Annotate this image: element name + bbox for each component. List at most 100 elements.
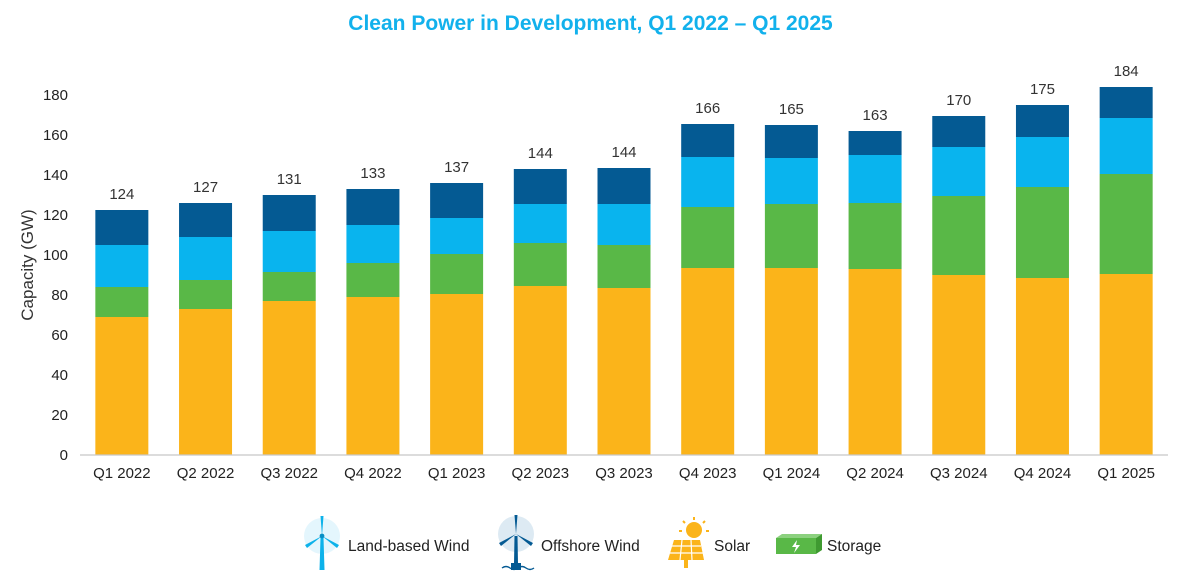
bar-segment-land-based-wind [932, 147, 986, 196]
bar-segment-offshore-wind [179, 203, 233, 237]
x-tick-label: Q1 2023 [428, 465, 486, 482]
x-tick-label: Q4 2023 [679, 465, 737, 482]
bar-total-label: 175 [1030, 81, 1055, 98]
x-tick-label: Q1 2024 [763, 465, 821, 482]
bar-segment-offshore-wind [681, 124, 735, 157]
bar-segment-land-based-wind [262, 231, 316, 272]
y-axis-label: Capacity (GW) [18, 209, 37, 320]
legend-label: Storage [827, 538, 882, 555]
y-tick-label: 160 [43, 127, 68, 144]
legend-label: Solar [714, 538, 751, 555]
bar-segment-solar [346, 297, 400, 455]
bar-total-label: 166 [695, 100, 720, 117]
bar-total-label: 144 [611, 144, 636, 161]
bar-total-label: 137 [444, 159, 469, 176]
bar-segment-offshore-wind [764, 125, 818, 158]
bar-segment-storage [1015, 187, 1069, 278]
bar-segment-land-based-wind [1015, 137, 1069, 187]
bar-segment-solar [764, 268, 818, 455]
y-tick-label: 100 [43, 247, 68, 264]
bar-segment-solar [513, 286, 567, 455]
offshore-wind-turbine-icon [498, 515, 535, 571]
bar-segment-offshore-wind [1015, 105, 1069, 137]
y-tick-label: 40 [51, 367, 68, 384]
bar-total-label: 124 [109, 186, 134, 203]
bar-segment-land-based-wind [1099, 118, 1153, 174]
bar-segment-solar [95, 317, 149, 455]
bar-segment-offshore-wind [513, 169, 567, 204]
bar-segment-storage [95, 287, 149, 317]
bar-segment-land-based-wind [179, 237, 233, 280]
bar-total-label: 144 [528, 145, 553, 162]
bar-total-label: 163 [863, 107, 888, 124]
bar-segment-offshore-wind [932, 116, 986, 147]
bar-segment-offshore-wind [95, 210, 149, 245]
bar-segment-solar [1099, 274, 1153, 455]
x-tick-label: Q3 2022 [260, 465, 318, 482]
bar-segment-land-based-wind [346, 225, 400, 263]
bar-segment-storage [262, 272, 316, 301]
bar-segment-storage [513, 243, 567, 286]
chart-title: Clean Power in Development, Q1 2022 – Q1… [348, 12, 833, 35]
y-tick-label: 20 [51, 407, 68, 424]
bar-segment-storage [346, 263, 400, 297]
bar-segment-storage [932, 196, 986, 275]
bar-segment-land-based-wind [95, 245, 149, 287]
bar-segment-solar [848, 269, 902, 455]
bar-segment-land-based-wind [513, 204, 567, 243]
x-tick-label: Q4 2024 [1014, 465, 1072, 482]
y-tick-label: 180 [43, 87, 68, 104]
x-tick-label: Q2 2023 [512, 465, 570, 482]
bar-segment-land-based-wind [430, 218, 484, 254]
bar-segment-solar [1015, 278, 1069, 455]
bar-segment-storage [681, 207, 735, 268]
bar-total-label: 133 [360, 165, 385, 182]
bar-segment-land-based-wind [848, 155, 902, 203]
bar-segment-solar [681, 268, 735, 455]
bar-segment-solar [597, 288, 651, 455]
bar-segment-solar [932, 275, 986, 455]
bar-segment-storage [430, 254, 484, 294]
bar-segment-storage [1099, 174, 1153, 274]
bar-segment-storage [764, 204, 818, 268]
bar-segment-offshore-wind [597, 168, 651, 204]
y-tick-label: 60 [51, 327, 68, 344]
bar-segment-land-based-wind [681, 157, 735, 207]
x-tick-label: Q1 2025 [1097, 465, 1155, 482]
bar-segment-solar [262, 301, 316, 455]
bar-total-label: 165 [779, 101, 804, 118]
bar-segment-land-based-wind [597, 204, 651, 245]
bar-total-label: 131 [277, 171, 302, 188]
y-tick-label: 80 [51, 287, 68, 304]
bar-total-label: 170 [946, 92, 971, 109]
bar-segment-offshore-wind [262, 195, 316, 231]
solar-panel-sun-icon [668, 517, 709, 568]
x-tick-label: Q2 2022 [177, 465, 235, 482]
bar-segment-offshore-wind [848, 131, 902, 155]
battery-storage-icon [776, 534, 822, 554]
bar-segment-solar [430, 294, 484, 455]
bar-segment-storage [848, 203, 902, 269]
bar-segment-offshore-wind [1099, 87, 1153, 118]
legend: Land-based Wind Offshore Wind [0, 512, 1199, 572]
x-tick-label: Q4 2022 [344, 465, 402, 482]
y-tick-label: 0 [60, 447, 68, 464]
bar-total-label: 127 [193, 179, 218, 196]
x-tick-label: Q2 2024 [846, 465, 904, 482]
land-based-wind-turbine-icon [304, 516, 340, 570]
bar-segment-storage [597, 245, 651, 288]
x-tick-label: Q3 2023 [595, 465, 653, 482]
x-tick-label: Q3 2024 [930, 465, 988, 482]
x-tick-label: Q1 2022 [93, 465, 151, 482]
y-tick-label: 120 [43, 207, 68, 224]
bar-segment-offshore-wind [430, 183, 484, 218]
bar-segment-offshore-wind [346, 189, 400, 225]
bar-segment-solar [179, 309, 233, 455]
bar-segment-storage [179, 280, 233, 309]
bar-total-label: 184 [1114, 63, 1139, 80]
legend-label: Offshore Wind [541, 538, 640, 555]
legend-label: Land-based Wind [348, 538, 470, 555]
bar-segment-land-based-wind [764, 158, 818, 204]
y-tick-label: 140 [43, 167, 68, 184]
